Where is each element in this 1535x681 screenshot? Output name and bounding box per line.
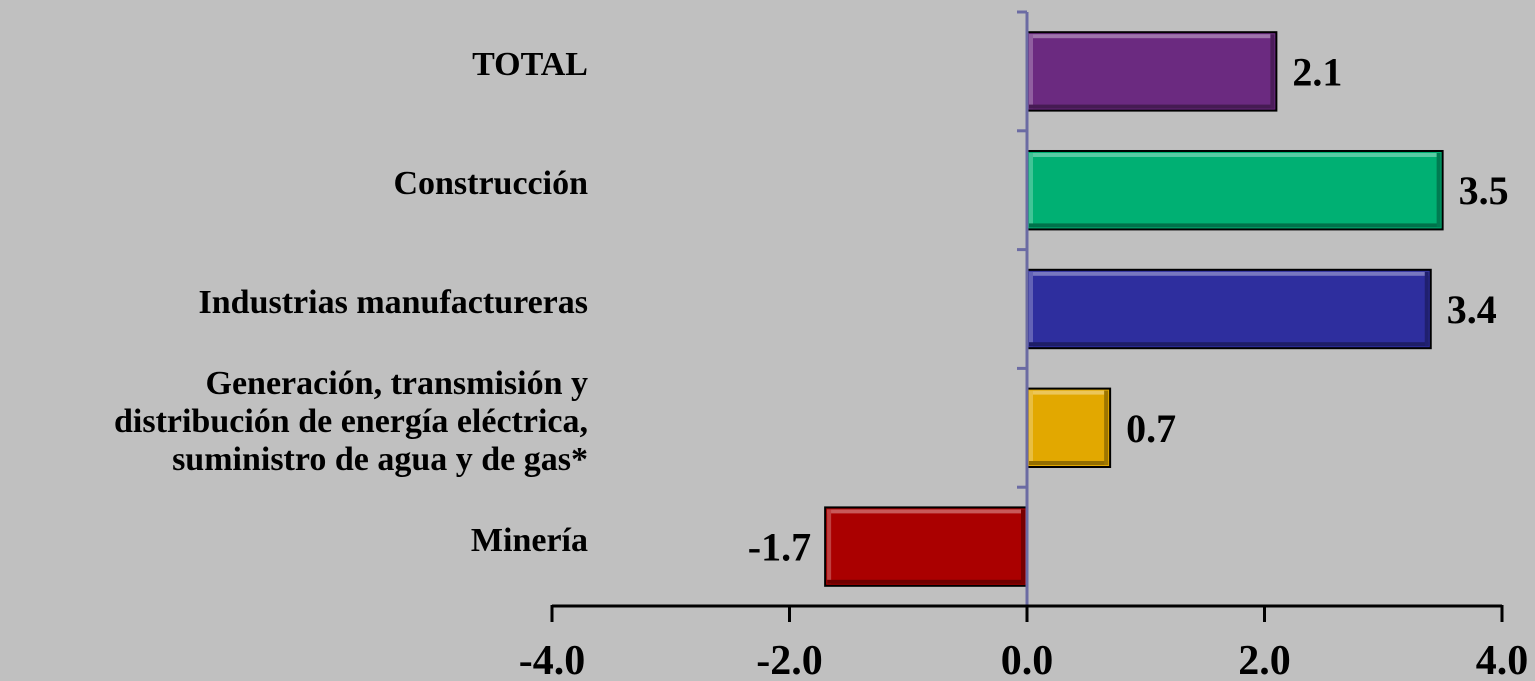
- category-label-3: Generación, transmisión y distribución d…: [113, 364, 588, 478]
- bar-2-bevel-top: [1029, 271, 1429, 276]
- bar-1-bevel-right: [1436, 152, 1441, 228]
- category-label-2: Industrias manufactureras: [198, 284, 588, 321]
- bar-3-bevel-bottom: [1029, 461, 1109, 466]
- x-tick-label-2: 0.0: [1001, 638, 1054, 681]
- bar-0-bevel-left: [1029, 34, 1033, 109]
- bar-1-bevel-left: [1029, 152, 1033, 228]
- bar-4-bevel-top: [827, 509, 1025, 514]
- bar-2-bevel-bottom: [1029, 342, 1429, 347]
- bar-4-bevel-left: [827, 509, 832, 584]
- bar-4-bevel-bottom: [827, 579, 1025, 584]
- bar-1-bevel-bottom: [1029, 223, 1441, 228]
- bar-4: [824, 506, 1028, 587]
- bar-2: [1026, 268, 1432, 350]
- bar-0: [1026, 31, 1278, 112]
- value-label-2: 3.4: [1447, 287, 1497, 332]
- bar-2-bevel-right: [1424, 271, 1429, 347]
- value-label-4: -1.7: [748, 525, 811, 570]
- bar-2-bevel-left: [1029, 271, 1033, 347]
- bar-3-bevel-right: [1104, 390, 1109, 466]
- x-tick-label-0: -4.0: [519, 638, 586, 681]
- bar-0-bevel-bottom: [1029, 104, 1275, 109]
- category-label-1: Construcción: [393, 165, 588, 203]
- bar-1-bevel-top: [1029, 152, 1441, 157]
- bar-0-bevel-top: [1029, 34, 1275, 39]
- x-tick-label-3: 2.0: [1238, 638, 1291, 681]
- category-label-0: TOTAL: [472, 46, 588, 84]
- value-label-3: 0.7: [1126, 406, 1176, 451]
- value-label-1: 3.5: [1459, 168, 1509, 213]
- value-label-0: 2.1: [1292, 49, 1342, 94]
- category-label-4: Minería: [470, 521, 588, 559]
- bar-1: [1026, 149, 1444, 231]
- x-tick-label-1: -2.0: [756, 638, 823, 681]
- bar-3-bevel-top: [1029, 390, 1109, 395]
- x-tick-label-4: 4.0: [1476, 638, 1529, 681]
- bar-3-bevel-left: [1029, 390, 1033, 466]
- bar-3: [1026, 387, 1112, 469]
- bar-4-bevel-right: [1021, 509, 1025, 584]
- bar-0-bevel-right: [1270, 34, 1275, 109]
